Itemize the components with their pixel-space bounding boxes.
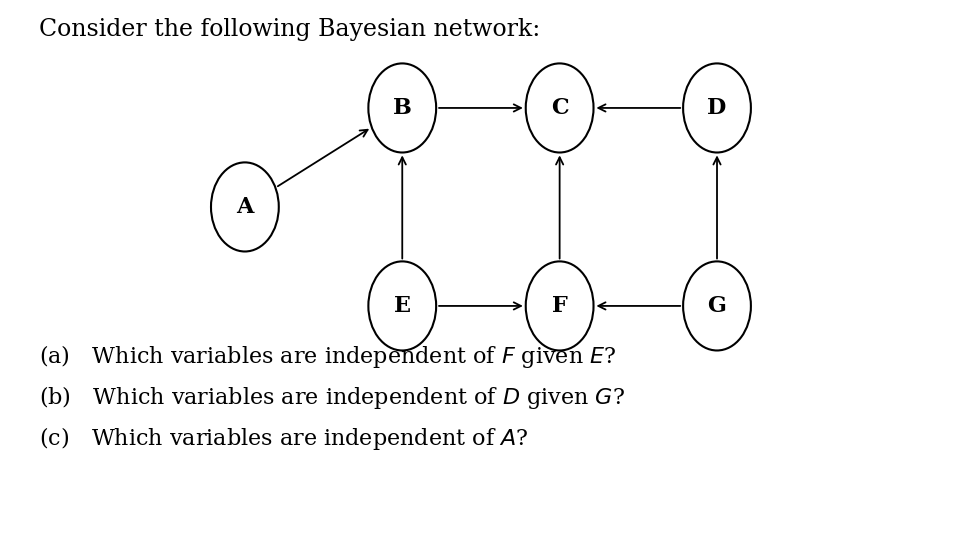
Ellipse shape	[683, 63, 751, 152]
Ellipse shape	[526, 261, 593, 350]
FancyArrowPatch shape	[713, 157, 721, 258]
FancyArrowPatch shape	[556, 157, 563, 258]
Text: G: G	[707, 295, 727, 317]
Ellipse shape	[368, 63, 436, 152]
FancyArrowPatch shape	[398, 157, 406, 258]
Text: F: F	[551, 295, 568, 317]
Text: E: E	[393, 295, 411, 317]
FancyArrowPatch shape	[598, 104, 680, 112]
Text: C: C	[551, 97, 569, 119]
Ellipse shape	[211, 162, 279, 251]
Ellipse shape	[368, 261, 436, 350]
FancyArrowPatch shape	[439, 302, 521, 310]
FancyArrowPatch shape	[598, 302, 680, 310]
Ellipse shape	[683, 261, 751, 350]
Text: A: A	[237, 196, 253, 218]
Text: B: B	[393, 97, 412, 119]
Ellipse shape	[526, 63, 593, 152]
FancyArrowPatch shape	[278, 130, 367, 186]
FancyArrowPatch shape	[439, 104, 521, 112]
Text: (a) Which variables are independent of $\mathit{F}$ given $\mathit{E}$?: (a) Which variables are independent of $…	[39, 343, 617, 370]
Text: D: D	[707, 97, 727, 119]
Text: Consider the following Bayesian network:: Consider the following Bayesian network:	[39, 18, 541, 41]
Text: (c) Which variables are independent of $\mathit{A}$?: (c) Which variables are independent of $…	[39, 425, 529, 452]
Text: (b) Which variables are independent of $\mathit{D}$ given $\mathit{G}$?: (b) Which variables are independent of $…	[39, 384, 625, 411]
